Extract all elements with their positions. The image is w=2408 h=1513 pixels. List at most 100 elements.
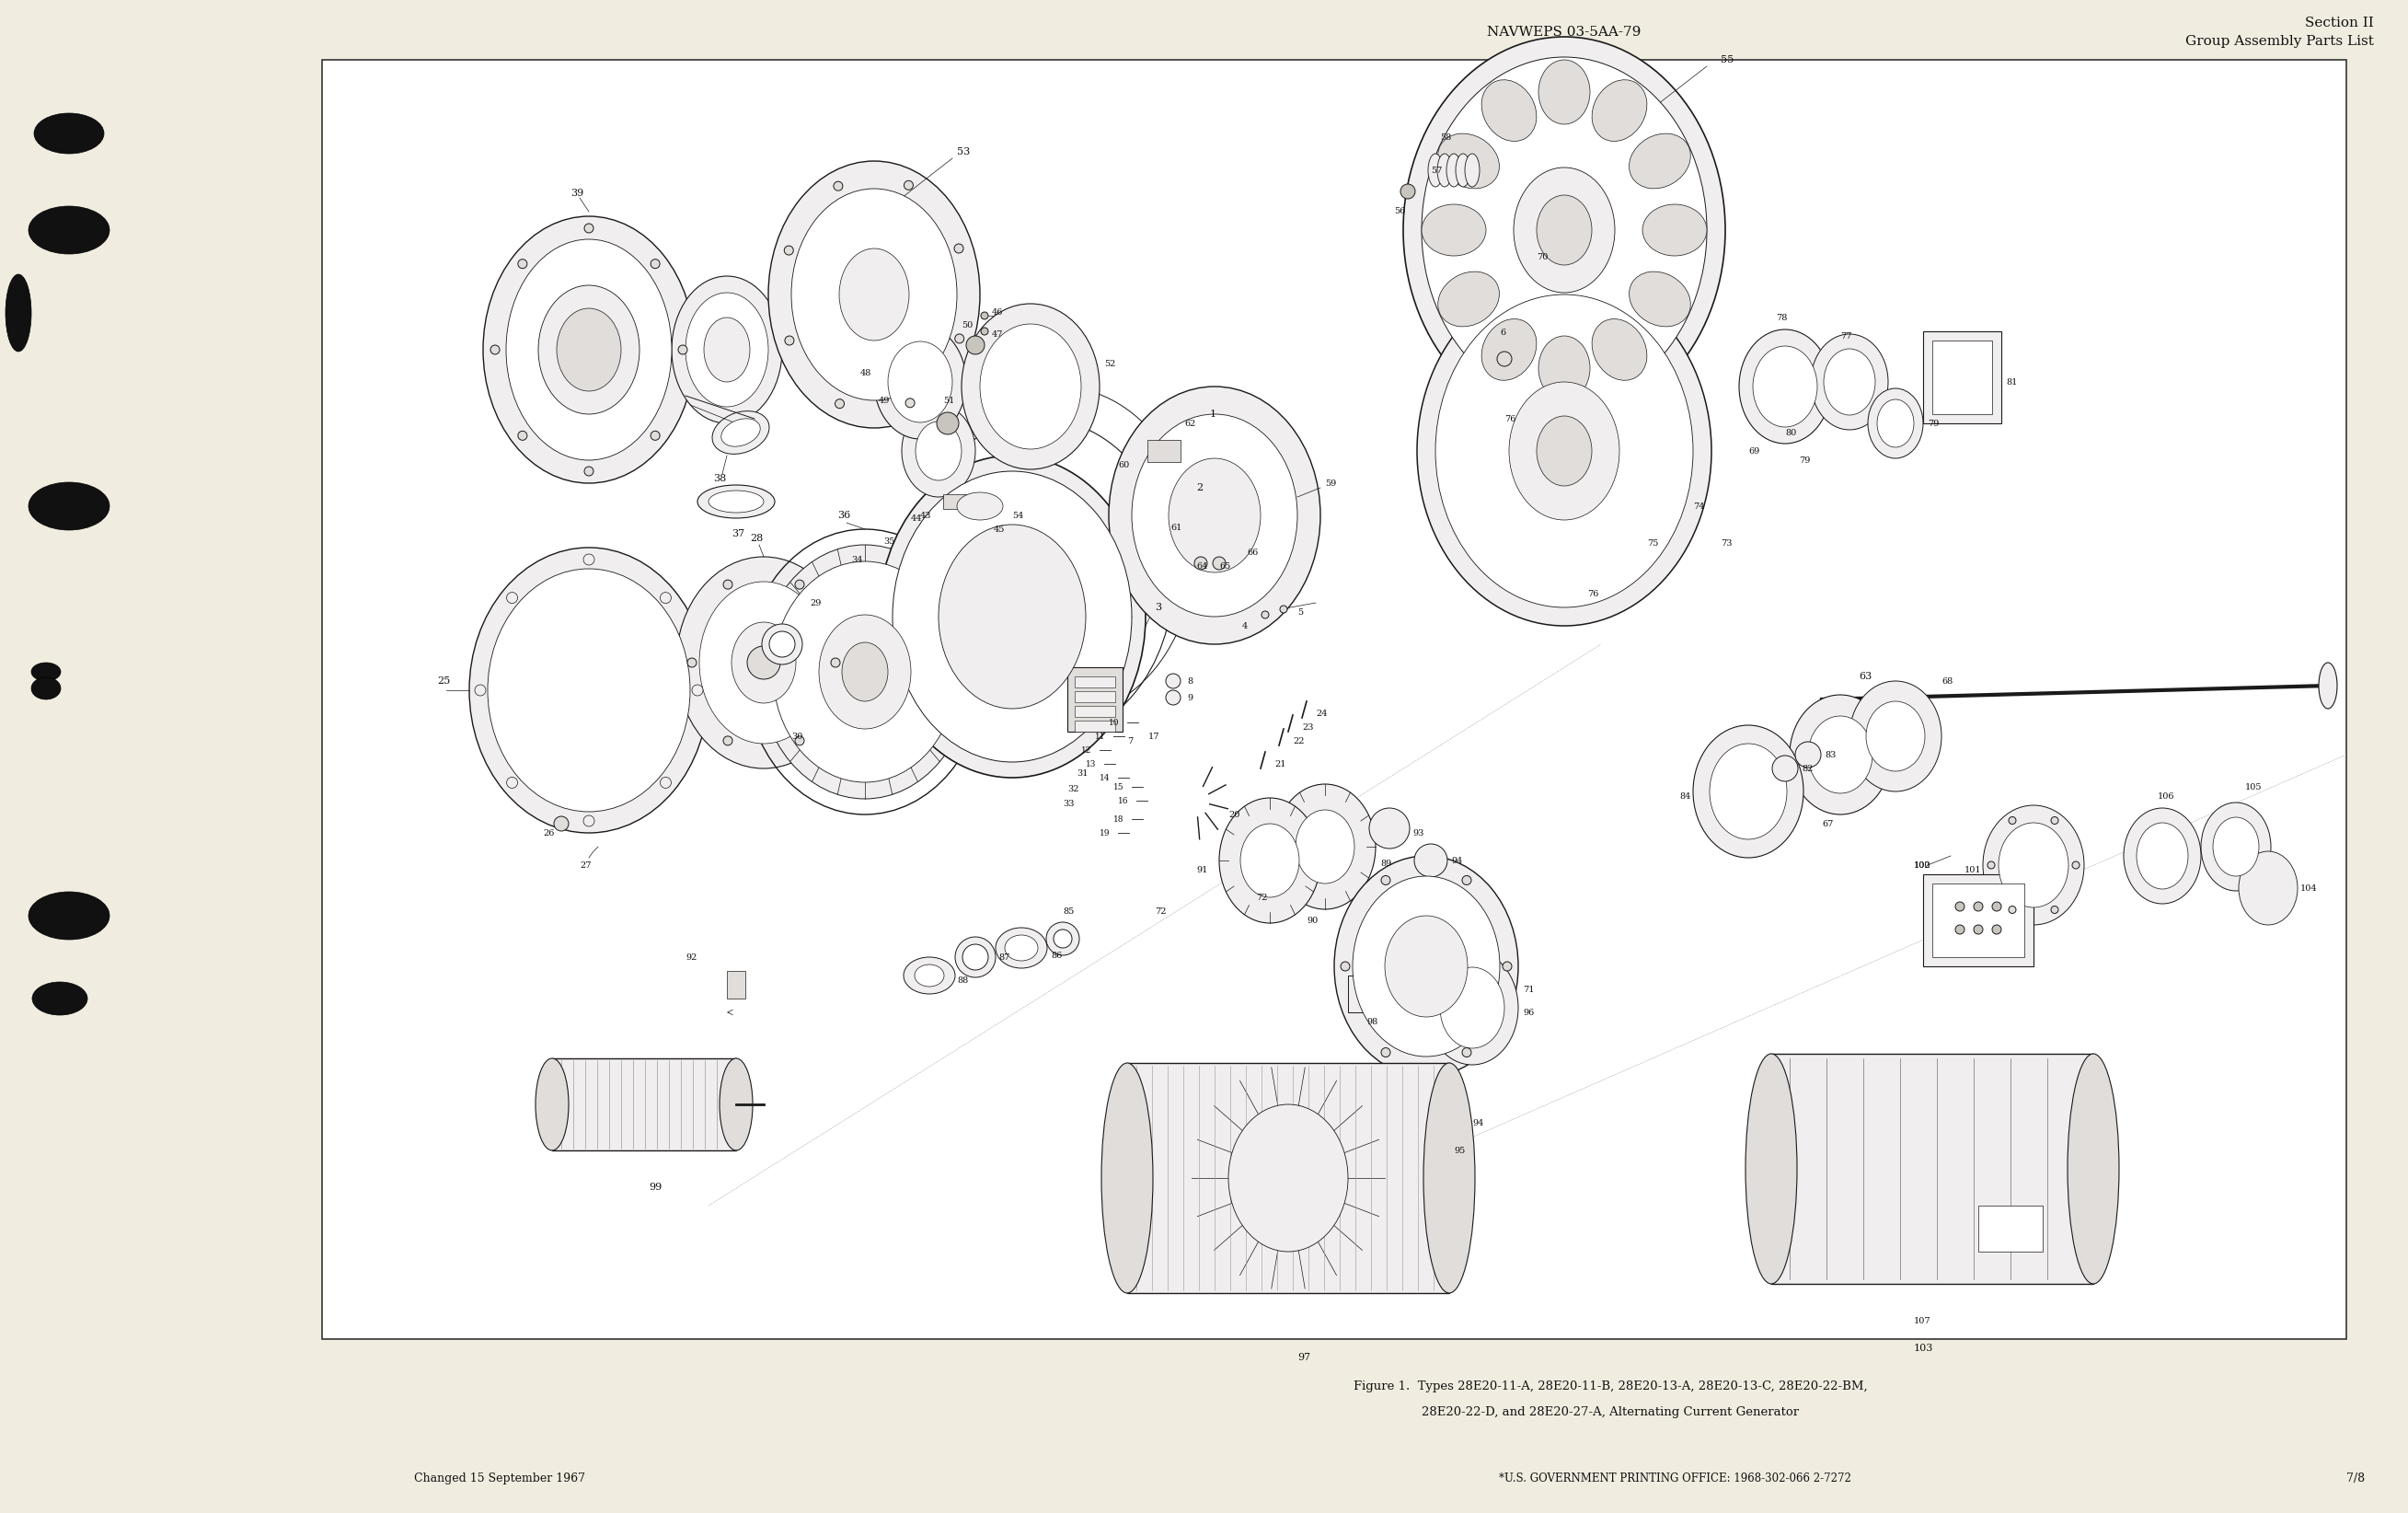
- Text: 76: 76: [1505, 415, 1515, 424]
- Ellipse shape: [961, 304, 1100, 469]
- Circle shape: [1413, 844, 1447, 878]
- Ellipse shape: [2213, 817, 2259, 876]
- Circle shape: [491, 345, 498, 354]
- Bar: [727, 971, 746, 999]
- Text: 106: 106: [2158, 791, 2174, 800]
- Bar: [1348, 976, 1394, 1012]
- Ellipse shape: [720, 1059, 754, 1150]
- Ellipse shape: [1004, 935, 1038, 961]
- Bar: [1067, 667, 1122, 732]
- Ellipse shape: [1592, 80, 1647, 141]
- Ellipse shape: [5, 274, 31, 351]
- Text: 87: 87: [999, 953, 1009, 961]
- Text: 101: 101: [1965, 865, 1982, 875]
- Text: 53: 53: [956, 147, 970, 156]
- Ellipse shape: [1866, 702, 1924, 772]
- Text: 4: 4: [1243, 622, 1247, 629]
- Ellipse shape: [1739, 330, 1830, 443]
- Ellipse shape: [759, 545, 970, 799]
- Circle shape: [1382, 1049, 1389, 1058]
- Ellipse shape: [1421, 57, 1707, 402]
- Circle shape: [518, 259, 527, 268]
- Ellipse shape: [773, 561, 956, 782]
- Text: 50: 50: [961, 321, 973, 328]
- Ellipse shape: [1823, 350, 1876, 415]
- Ellipse shape: [1100, 1064, 1153, 1294]
- Ellipse shape: [1849, 681, 1941, 791]
- Ellipse shape: [677, 557, 850, 769]
- Ellipse shape: [708, 490, 763, 513]
- Text: 99: 99: [648, 1183, 662, 1192]
- Circle shape: [833, 182, 843, 191]
- Text: 22: 22: [1293, 737, 1305, 744]
- Ellipse shape: [1228, 1104, 1348, 1251]
- Circle shape: [956, 334, 963, 343]
- Text: 78: 78: [1775, 313, 1787, 322]
- Ellipse shape: [1693, 725, 1804, 858]
- Ellipse shape: [2201, 802, 2271, 891]
- Ellipse shape: [1869, 389, 1924, 458]
- Ellipse shape: [1440, 967, 1505, 1049]
- Ellipse shape: [1592, 319, 1647, 380]
- Text: 9: 9: [1187, 693, 1192, 702]
- Text: *U.S. GOVERNMENT PRINTING OFFICE: 1968-302-066 2-7272: *U.S. GOVERNMENT PRINTING OFFICE: 1968-3…: [1498, 1472, 1852, 1484]
- Circle shape: [506, 592, 518, 604]
- Ellipse shape: [1789, 694, 1890, 814]
- Ellipse shape: [1642, 204, 1707, 256]
- Circle shape: [795, 579, 804, 589]
- Circle shape: [1370, 808, 1409, 849]
- Ellipse shape: [1240, 823, 1300, 897]
- Text: 58: 58: [1440, 135, 1452, 142]
- Circle shape: [937, 413, 958, 434]
- Circle shape: [686, 658, 696, 667]
- Bar: [323, 61, 2345, 1339]
- Circle shape: [650, 431, 660, 440]
- Circle shape: [1382, 876, 1389, 885]
- Ellipse shape: [2319, 663, 2338, 708]
- Text: 17: 17: [1149, 732, 1161, 740]
- Text: 98: 98: [1365, 1017, 1377, 1026]
- Bar: [1074, 720, 1115, 732]
- Bar: [1074, 691, 1115, 702]
- Text: 90: 90: [1308, 917, 1317, 924]
- Text: 56: 56: [1394, 207, 1406, 216]
- Ellipse shape: [1218, 797, 1320, 923]
- Circle shape: [831, 658, 840, 667]
- Circle shape: [1955, 924, 1965, 934]
- Text: 80: 80: [1784, 428, 1796, 437]
- Bar: [1772, 1053, 2093, 1285]
- Ellipse shape: [1426, 950, 1517, 1065]
- Text: 75: 75: [1647, 539, 1659, 548]
- Text: 97: 97: [1298, 1353, 1310, 1362]
- Ellipse shape: [1515, 168, 1616, 292]
- Text: Group Assembly Parts List: Group Assembly Parts List: [2186, 35, 2374, 48]
- Circle shape: [1462, 876, 1471, 885]
- Circle shape: [1281, 605, 1288, 613]
- Ellipse shape: [1334, 856, 1517, 1077]
- Circle shape: [506, 778, 518, 788]
- Circle shape: [785, 336, 795, 345]
- Text: 62: 62: [1185, 419, 1197, 428]
- Text: 81: 81: [2006, 378, 2018, 386]
- Text: 28E20-22-D, and 28E20-27-A, Alternating Current Generator: 28E20-22-D, and 28E20-27-A, Alternating …: [1421, 1406, 1799, 1418]
- Text: 91: 91: [1197, 865, 1206, 875]
- Circle shape: [2052, 817, 2059, 825]
- Bar: [1931, 340, 1991, 415]
- Circle shape: [1503, 962, 1512, 971]
- Ellipse shape: [956, 492, 1004, 520]
- Circle shape: [1165, 690, 1180, 705]
- Circle shape: [1796, 741, 1820, 767]
- Text: 102: 102: [1914, 861, 1931, 870]
- Text: 8: 8: [1187, 676, 1192, 685]
- Circle shape: [474, 685, 486, 696]
- Ellipse shape: [31, 982, 87, 1015]
- Ellipse shape: [2136, 823, 2189, 890]
- Text: 48: 48: [860, 369, 872, 377]
- Ellipse shape: [1423, 1064, 1476, 1294]
- Text: 93: 93: [1413, 829, 1423, 837]
- Bar: [1146, 440, 1180, 461]
- Text: 45: 45: [995, 525, 1004, 533]
- Ellipse shape: [1999, 823, 2068, 908]
- Text: Changed 15 September 1967: Changed 15 September 1967: [414, 1472, 585, 1484]
- Ellipse shape: [819, 614, 910, 729]
